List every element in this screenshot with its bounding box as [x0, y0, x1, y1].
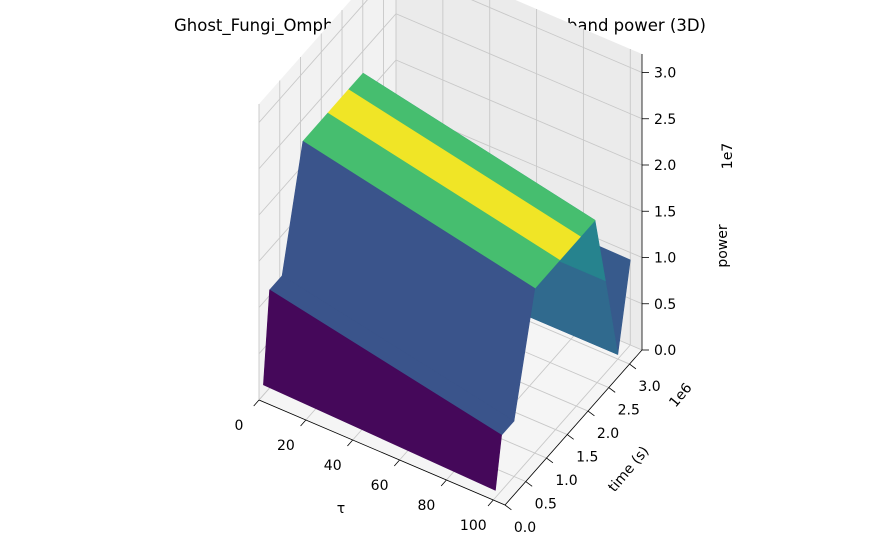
z-tick-label: 0.0 [654, 343, 676, 359]
x-tick-label: 40 [324, 458, 342, 474]
y-tick-label-mark [608, 387, 616, 393]
grid-z-back [395, 13, 643, 120]
grid-x-floor [492, 344, 631, 501]
y-tick-label-mark [587, 410, 595, 417]
y-tick-label: 2.0 [597, 426, 619, 442]
y-tick-label: 2.5 [618, 403, 640, 419]
y-tick-label-mark [629, 363, 637, 370]
y-axis-offset: 1e6 [666, 380, 695, 411]
y-tick-label: 1.5 [576, 450, 598, 466]
surface-strip [263, 289, 502, 491]
z-tick-label: 2.5 [654, 112, 676, 128]
x-tick-label: 80 [418, 498, 436, 514]
x-tick-label-mark [253, 399, 260, 407]
y-tick-label: 0.0 [514, 520, 536, 536]
axis-ticks: 0 20 40 60 80 100 0.0 0.5 1.0 1.5 2.0 2.5 3.0 0.0 0.5 1… [235, 66, 677, 537]
x-tick-label-mark [440, 479, 447, 487]
z-tick-label: 1.5 [654, 204, 676, 220]
y-tick-label-mark [567, 434, 574, 440]
x-tick-label: 0 [235, 418, 244, 434]
y-tick-label-mark [546, 457, 554, 464]
y-tick-label-mark [504, 504, 512, 511]
y-tick-label: 0.5 [535, 497, 557, 513]
axis-frame [258, 54, 643, 506]
x-tick-label: 60 [371, 478, 389, 494]
z-tick-label: 2.0 [654, 158, 676, 174]
x-axis-line [258, 399, 506, 506]
z-tick-label: 3.0 [654, 66, 676, 82]
x-tick-label-mark [393, 459, 400, 467]
y-axis-label: time (s) [605, 443, 652, 495]
z-axis-label: power [715, 224, 731, 268]
grid-z-back [395, 59, 643, 166]
y-tick-label-mark [525, 481, 533, 487]
surface-plot [263, 72, 631, 491]
grid-z-back [470, 0, 643, 73]
grid-z-left [258, 13, 397, 170]
x-axis-label: τ [337, 501, 345, 517]
z-axis-offset: 1e7 [720, 143, 736, 169]
x-tick-label: 20 [277, 438, 295, 454]
x-tick-label-mark [300, 419, 307, 427]
y-tick-label: 1.0 [555, 473, 577, 489]
z-tick-label: 0.5 [654, 297, 676, 313]
x-tick-label: 100 [460, 518, 487, 534]
z-tick-label: 1.0 [654, 251, 676, 267]
grid-z-left [258, 0, 368, 123]
y-axis-line [504, 349, 643, 506]
y-tick-label: 3.0 [638, 379, 660, 395]
x-tick-label-mark [347, 439, 354, 447]
x-tick-label-mark [487, 499, 494, 507]
